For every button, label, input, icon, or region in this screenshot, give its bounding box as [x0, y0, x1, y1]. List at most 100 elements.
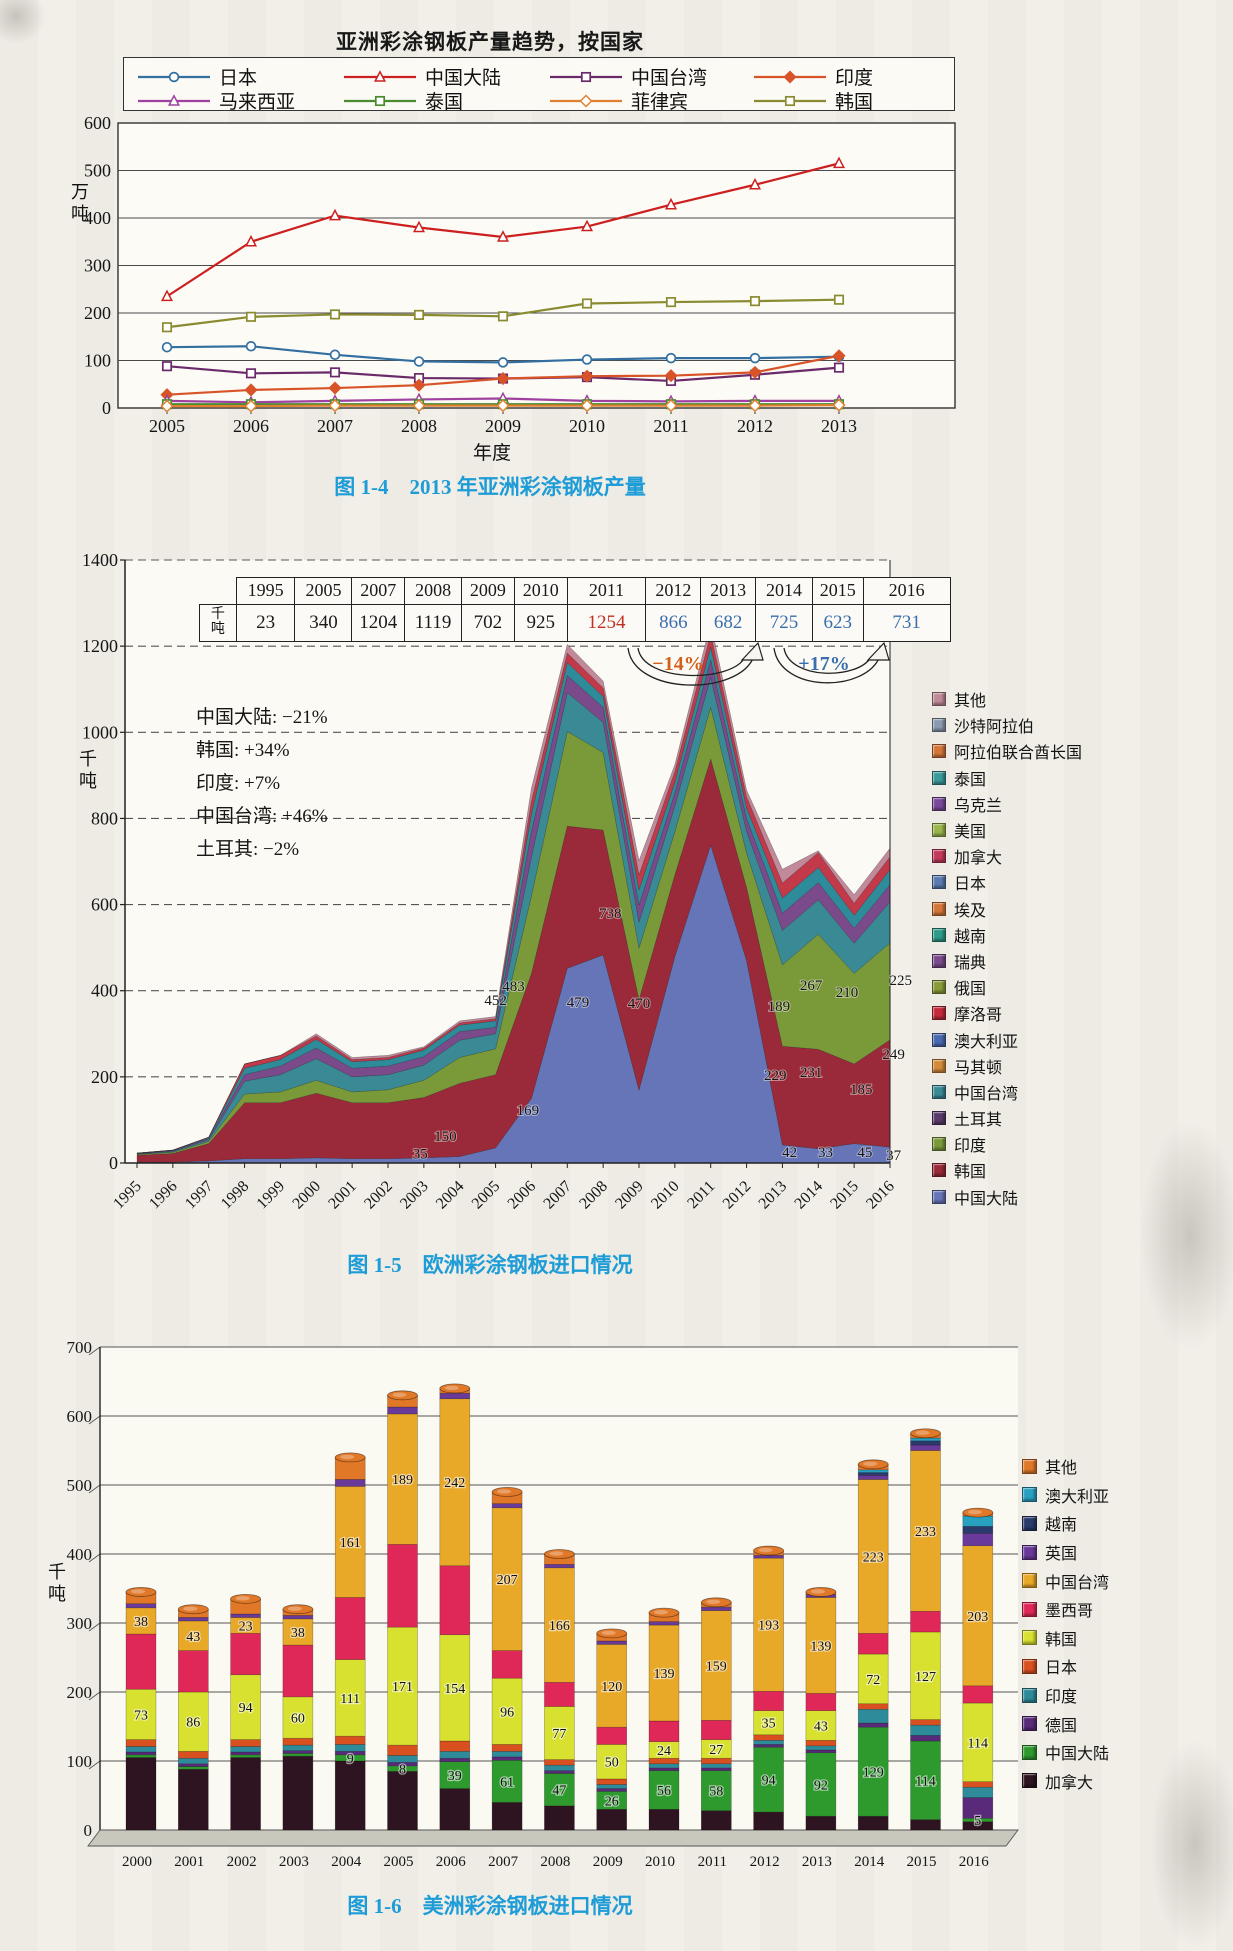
annotation-line: 土耳其: −2% — [196, 839, 300, 860]
svg-text:2015: 2015 — [907, 1854, 937, 1870]
bar-segment-中国大陆 — [700, 1770, 732, 1811]
svg-text:万: 万 — [71, 182, 89, 202]
svg-text:800: 800 — [91, 808, 118, 828]
legend-item-6: 韩国 — [1022, 1624, 1109, 1653]
legend-swatch-icon — [932, 796, 946, 811]
area-point-label: 483 — [502, 979, 525, 995]
bar-segment-墨西哥 — [596, 1726, 628, 1745]
legend-item-13: 澳大利亚 — [932, 1026, 1082, 1052]
bar-segment-加拿大 — [805, 1815, 837, 1831]
legend-swatch-icon — [932, 1111, 946, 1126]
marker-square — [665, 297, 677, 308]
svg-text:2008: 2008 — [401, 416, 437, 436]
bar-segment-日本 — [805, 1740, 837, 1747]
svg-text:2001: 2001 — [174, 1854, 204, 1870]
area-point-label: 210 — [836, 985, 859, 1001]
table-year-header: 2008 — [404, 576, 463, 605]
bar-segment-韩国 — [491, 1677, 523, 1745]
bar-2006: 242 154 39 — [439, 1383, 471, 1831]
bar-segment-英国 — [230, 1613, 261, 1618]
legend-item-10: 瑞典 — [932, 948, 1082, 974]
bar-segment-中国大陆 — [910, 1740, 941, 1820]
svg-text:2003: 2003 — [279, 1854, 309, 1870]
svg-text:2010: 2010 — [648, 1178, 683, 1213]
legend-label: 韩国 — [835, 92, 874, 113]
area-point-label: 45 — [857, 1145, 872, 1161]
svg-text:400: 400 — [67, 1545, 93, 1564]
bar-segment-加拿大 — [282, 1755, 314, 1831]
svg-text:2014: 2014 — [791, 1178, 826, 1213]
legend-item-1: 中国大陆 — [342, 63, 501, 90]
figure-1-4-title: 亚洲彩涂钢板产量趋势，按国家 — [336, 30, 644, 54]
legend-swatch-icon — [1022, 1630, 1037, 1646]
svg-text:2009: 2009 — [612, 1178, 647, 1213]
bar-segment-印度 — [491, 1751, 523, 1758]
legend-sample-icon — [550, 93, 622, 108]
legend-label: 沙特阿拉伯 — [954, 719, 1035, 737]
bar-segment-印度 — [910, 1724, 941, 1736]
table-year-header: 1995 — [235, 576, 296, 605]
change-arrow: +17% — [773, 641, 890, 684]
bar-value-label: 38 — [291, 1626, 305, 1641]
svg-text:2010: 2010 — [645, 1854, 675, 1870]
bar-segment-英国 — [125, 1603, 157, 1609]
bar-value-label: 58 — [709, 1785, 723, 1800]
marker-square — [161, 361, 173, 372]
bar-segment-中国台湾 — [596, 1644, 628, 1728]
svg-text:1999: 1999 — [254, 1178, 289, 1213]
legend-label: 中国台湾 — [631, 68, 708, 89]
figure-1-4-legend: 日本 中国大陆 中国台湾 印度 马来西亚 泰国 菲律宾 韩国 — [123, 57, 955, 114]
marker-diamond — [580, 399, 594, 413]
table-value-cell: 623 — [811, 603, 864, 642]
legend-label: 澳大利亚 — [954, 1033, 1019, 1051]
bar-segment-英国 — [753, 1555, 784, 1559]
bar-segment-加拿大 — [178, 1768, 209, 1831]
legend-swatch-icon — [1022, 1687, 1037, 1703]
bar-segment-墨西哥 — [439, 1565, 471, 1636]
svg-text:2016: 2016 — [863, 1178, 898, 1213]
table-year-header: 2005 — [294, 576, 353, 605]
legend-swatch-icon — [932, 1058, 946, 1073]
svg-text:2013: 2013 — [821, 416, 857, 436]
bar-segment-印度 — [282, 1744, 314, 1751]
bar-segment-加拿大 — [387, 1771, 418, 1831]
table-value-cell: 866 — [645, 603, 702, 642]
bar-segment-中国台湾 — [334, 1486, 366, 1598]
svg-text:2011: 2011 — [684, 1178, 718, 1212]
legend-item-11: 俄国 — [932, 974, 1082, 1000]
marker-circle — [413, 356, 425, 367]
bar-segment-加拿大 — [334, 1760, 366, 1831]
bar-segment-英国 — [857, 1475, 889, 1480]
svg-text:吨: 吨 — [79, 771, 97, 791]
bar-segment-韩国 — [125, 1688, 157, 1740]
bar-segment-韩国 — [753, 1710, 784, 1736]
bar-segment-加拿大 — [439, 1788, 471, 1831]
area-point-label: 185 — [850, 1082, 873, 1098]
bar-segment-加拿大 — [596, 1809, 628, 1831]
bar-segment-印度 — [230, 1746, 261, 1753]
marker-triangle — [167, 93, 181, 106]
figure-1-6-caption: 图 1-6 美洲彩涂钢板进口情况 — [347, 1894, 633, 1918]
bar-value-label: 111 — [340, 1692, 360, 1707]
annotation-line: 韩国: +34% — [196, 740, 290, 761]
bar-value-label: 35 — [762, 1717, 776, 1732]
legend-item-6: 加拿大 — [932, 843, 1082, 869]
table-value-cell: 731 — [862, 603, 951, 642]
legend-label: 加拿大 — [954, 850, 1003, 868]
bar-segment-英国 — [282, 1615, 314, 1620]
area-point-label: 189 — [768, 999, 791, 1015]
svg-text:1200: 1200 — [82, 636, 118, 656]
legend-item-5: 泰国 — [342, 87, 463, 114]
svg-text:吨: 吨 — [71, 204, 89, 224]
bar-segment-墨西哥 — [125, 1633, 157, 1690]
bar-segment-中国台湾 — [178, 1620, 209, 1651]
legend-swatch-icon — [932, 875, 946, 890]
legend-item-12: 摩洛哥 — [932, 1000, 1082, 1026]
legend-item-7: 韩国 — [752, 87, 873, 114]
legend-item-3: 泰国 — [932, 765, 1082, 791]
bar-segment-加拿大 — [544, 1805, 575, 1831]
bar-value-label: 60 — [291, 1712, 305, 1727]
legend-item-18: 韩国 — [932, 1157, 1082, 1183]
bar-segment-中国台湾 — [805, 1597, 837, 1694]
